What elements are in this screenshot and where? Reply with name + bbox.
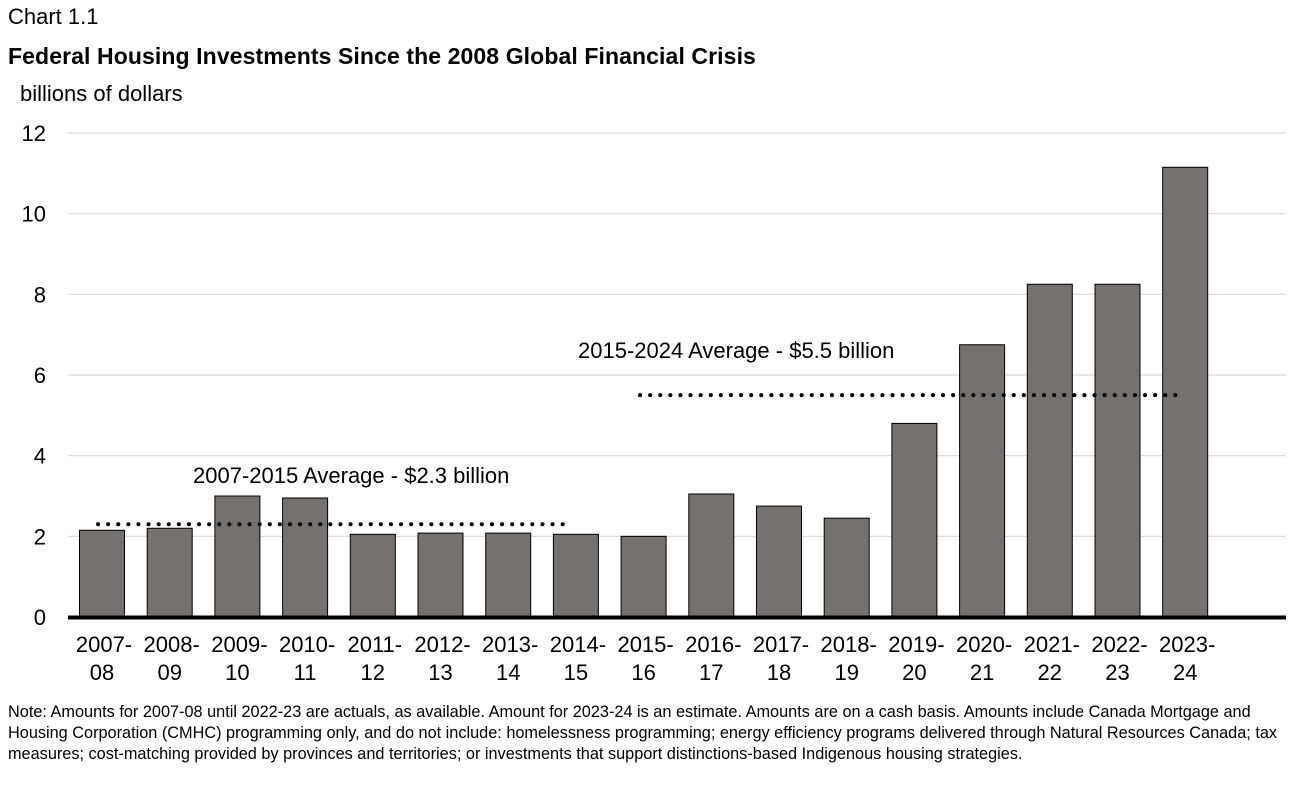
chart-title: Federal Housing Investments Since the 20… [8,43,756,69]
bar [620,535,667,618]
x-tick-label: 23 [1105,660,1129,685]
bar [1162,166,1209,618]
bar [417,532,464,618]
x-tick-label: 2009- [211,632,267,657]
gridlines [68,132,1286,537]
x-tick-label: 2007- [76,632,132,657]
x-tick-label: 18 [767,660,791,685]
x-tick-label: 21 [970,660,994,685]
x-tick-label: 11 [294,660,317,685]
x-tick-label: 2018- [821,632,877,657]
bar [756,505,802,618]
bar [282,497,329,618]
x-tick-label: 2011- [347,632,402,657]
x-tick-label: 2017- [753,632,809,657]
bar [552,533,599,618]
x-tick-label: 10 [225,660,249,685]
average-label: 2007-2015 Average - $2.3 billion [193,463,509,488]
bar [959,344,1006,618]
chart-note: Note: Amounts for 2007-08 until 2022-23 … [8,703,1278,763]
x-tick-label: 24 [1173,660,1197,685]
x-tick-label: 2016- [685,632,741,657]
average-label: 2015-2024 Average - $5.5 billion [578,338,894,363]
chart-number: Chart 1.1 [8,4,99,29]
y-tick-labels: 0 2 4 6 8 10 12 [22,121,46,630]
x-tick-label: 15 [564,660,588,685]
x-tick-label: 2019- [888,632,944,657]
x-tick-label: 17 [699,660,723,685]
y-tick-label: 6 [34,363,46,388]
x-tick-label: 16 [631,660,655,685]
bar [146,527,193,618]
bar [214,495,261,618]
bar [823,517,870,618]
x-tick-label: 20 [902,660,926,685]
y-tick-label: 10 [22,202,46,227]
bar [1026,283,1073,618]
x-tick-label: 2012- [414,632,470,657]
x-tick-label: 2008- [144,632,200,657]
bar [891,422,938,618]
x-tick-label: 2020- [956,632,1012,657]
x-tick-label: 19 [834,660,858,685]
bar [688,493,735,618]
x-tick-label: 08 [90,660,114,685]
y-tick-label: 0 [34,605,46,630]
x-tick-label: 2010- [279,632,335,657]
x-tick-label: 22 [1038,660,1062,685]
x-tick-labels: 2007- 08 2008- 09 2009- 10 2010- 11 2011- 12 2012-… [76,632,1215,685]
x-tick-label: 2023- [1159,632,1215,657]
y-axis-label: billions of dollars [20,81,183,106]
y-tick-label: 4 [34,444,46,469]
average-lines: 2007-2015 Average - $2.3 billion 2015-202… [96,338,1182,527]
y-tick-label: 12 [22,121,46,146]
x-tick-label: 2015- [617,632,673,657]
x-tick-label: 13 [428,660,452,685]
bar [485,532,532,618]
x-tick-label: 2022- [1091,632,1147,657]
bars [79,166,1209,618]
bar [349,533,396,618]
x-tick-label: 14 [496,660,520,685]
y-tick-label: 8 [34,282,46,307]
bar [79,529,125,618]
y-tick-label: 2 [34,524,46,549]
bar [1094,283,1141,618]
x-tick-label: 2014- [550,632,606,657]
x-tick-label: 09 [157,660,181,685]
x-tick-label: 2021- [1024,632,1080,657]
x-tick-label: 2013- [482,632,538,657]
x-tick-label: 12 [361,660,385,685]
